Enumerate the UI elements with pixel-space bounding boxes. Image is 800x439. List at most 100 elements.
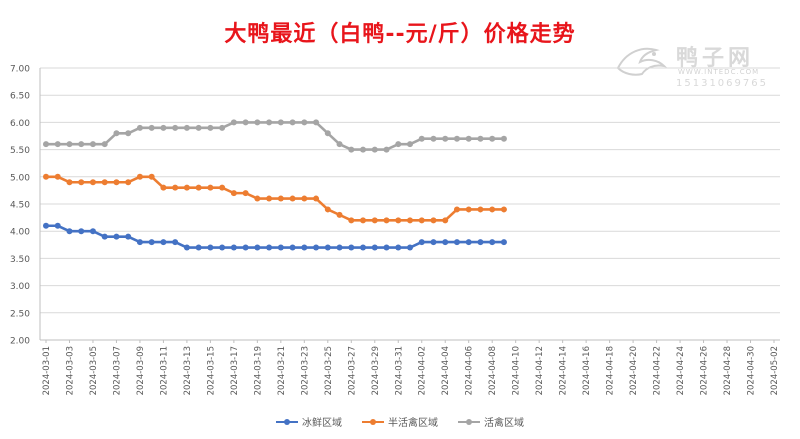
x-tick-label: 2024-03-09: [136, 346, 146, 395]
x-tick-label: 2024-03-25: [324, 346, 334, 395]
data-point: [289, 195, 296, 202]
data-point: [183, 124, 190, 131]
data-point: [477, 239, 484, 246]
x-tick-label: 2024-04-20: [629, 346, 639, 395]
legend-label: 活禽区域: [484, 418, 524, 429]
data-point: [54, 222, 61, 229]
data-point: [313, 119, 320, 126]
data-point: [418, 217, 425, 224]
legend-item: 冰鲜区域: [276, 414, 342, 429]
data-point: [348, 217, 355, 224]
data-point: [407, 141, 413, 148]
data-point: [113, 233, 120, 240]
data-point: [207, 244, 214, 251]
x-tick-label: 2024-03-15: [206, 346, 216, 395]
data-point: [360, 244, 367, 251]
data-point: [289, 244, 296, 251]
watermark-phone: 15131069765: [676, 78, 768, 89]
watermark-name: 鸭子网: [676, 46, 755, 71]
data-point: [324, 244, 331, 251]
data-point: [230, 244, 237, 251]
x-tick-label: 2024-03-19: [253, 346, 263, 395]
x-tick-label: 2024-04-10: [512, 346, 522, 395]
data-point: [301, 195, 308, 202]
data-point: [301, 244, 308, 251]
x-tick-label: 2024-03-29: [371, 346, 381, 395]
data-point: [266, 119, 273, 126]
data-point: [148, 124, 155, 131]
x-tick-label: 2024-03-23: [300, 346, 310, 395]
data-point: [43, 141, 49, 148]
data-point: [101, 233, 108, 240]
data-point: [489, 239, 496, 246]
y-tick-label: 3.00: [10, 282, 30, 292]
data-point: [54, 173, 61, 180]
x-tick-label: 2024-04-26: [700, 346, 710, 395]
data-point: [136, 173, 143, 180]
data-point: [371, 244, 378, 251]
data-point: [489, 206, 496, 213]
x-tick-label: 2024-03-31: [394, 346, 404, 395]
watermark-url: WWW.INTEDC.COM: [678, 68, 760, 76]
data-point: [78, 141, 85, 148]
y-tick-label: 7.00: [10, 65, 30, 75]
y-tick-label: 2.50: [10, 309, 30, 319]
data-point: [395, 141, 402, 148]
x-tick-label: 2024-03-21: [277, 346, 287, 395]
data-point: [113, 179, 120, 186]
data-point: [101, 141, 108, 148]
data-point: [219, 184, 226, 191]
data-point: [242, 190, 249, 197]
x-tick-label: 2024-03-05: [89, 346, 99, 395]
data-point: [266, 195, 273, 202]
data-point: [207, 124, 214, 131]
series-line: [46, 224, 504, 249]
x-tick-label: 2024-04-08: [488, 346, 498, 395]
data-point: [371, 146, 378, 153]
data-point: [160, 124, 167, 131]
data-point: [442, 135, 449, 142]
data-point: [489, 135, 496, 142]
data-point: [383, 217, 390, 224]
data-point: [125, 179, 132, 186]
data-point: [465, 239, 472, 246]
x-tick-label: 2024-04-04: [441, 346, 451, 395]
data-point: [266, 244, 273, 251]
data-point: [43, 173, 49, 180]
data-point: [465, 206, 472, 213]
x-tick-label: 2024-03-07: [112, 346, 122, 395]
legend-swatch: [276, 418, 298, 425]
x-tick-label: 2024-04-28: [723, 346, 733, 395]
data-point: [313, 195, 320, 202]
data-point: [301, 119, 308, 126]
data-point: [207, 184, 214, 191]
data-point: [360, 146, 367, 153]
data-point: [172, 184, 179, 191]
data-point: [348, 244, 355, 251]
y-tick-label: 4.00: [10, 228, 30, 238]
data-point: [66, 228, 73, 235]
data-point: [442, 239, 449, 246]
data-point: [395, 217, 402, 224]
x-tick-label: 2024-03-27: [347, 346, 357, 395]
series-line: [46, 175, 504, 222]
data-point: [348, 146, 355, 153]
data-point: [148, 239, 155, 246]
data-point: [172, 124, 179, 131]
data-point: [183, 184, 190, 191]
data-point: [219, 244, 226, 251]
legend-swatch: [458, 418, 480, 425]
y-tick-label: 6.50: [10, 92, 30, 102]
legend-swatch: [362, 418, 384, 425]
chart-title: 大鸭最近（白鸭--元/斤）价格走势: [224, 22, 576, 47]
data-point: [113, 130, 120, 137]
legend-label: 冰鲜区域: [302, 418, 342, 429]
data-point: [230, 119, 237, 126]
data-point: [418, 135, 425, 142]
data-point: [89, 228, 96, 235]
x-tick-label: 2024-04-18: [606, 346, 616, 395]
data-point: [254, 195, 261, 202]
data-point: [43, 222, 49, 229]
data-point: [371, 217, 378, 224]
data-point: [160, 184, 167, 191]
